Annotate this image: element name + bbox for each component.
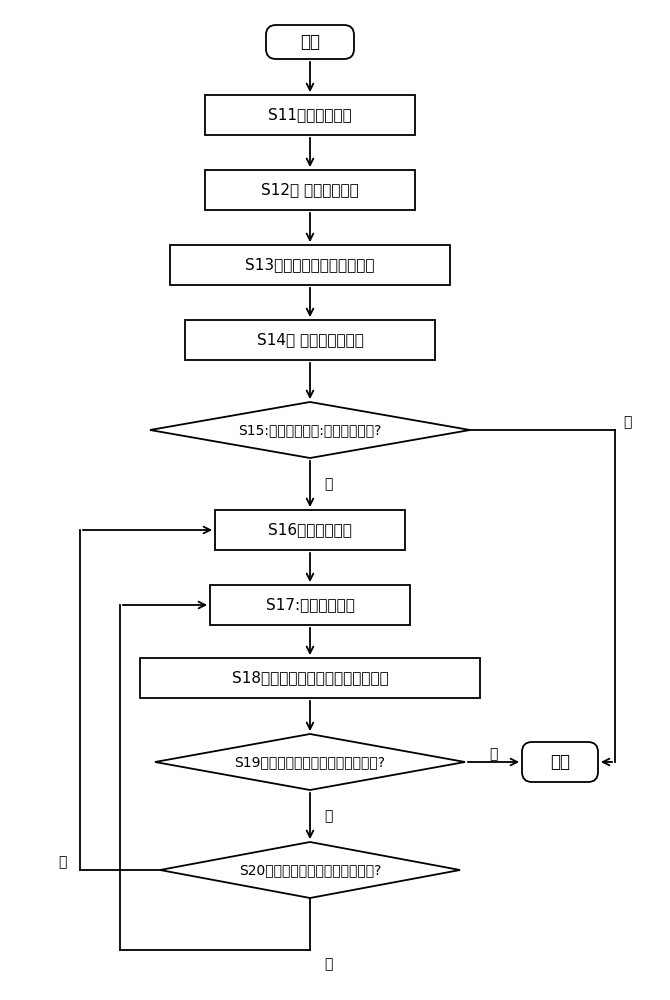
Text: 否: 否 bbox=[324, 809, 332, 823]
Polygon shape bbox=[160, 842, 460, 898]
Text: S12： 施加位移约束: S12： 施加位移约束 bbox=[261, 182, 359, 198]
Text: S14： 初始支反力计算: S14： 初始支反力计算 bbox=[257, 332, 363, 348]
Polygon shape bbox=[155, 734, 465, 790]
Text: S15:初始收敛判断:满足收敛准则?: S15:初始收敛判断:满足收敛准则? bbox=[239, 423, 382, 437]
Text: 是: 是 bbox=[623, 415, 631, 429]
Bar bbox=[170, 245, 450, 285]
Text: 开始: 开始 bbox=[300, 33, 320, 51]
Bar bbox=[215, 510, 405, 550]
FancyBboxPatch shape bbox=[522, 742, 598, 782]
Text: S16：标记当前组: S16：标记当前组 bbox=[268, 522, 352, 538]
Text: S19：迭代收敛判断：满足收敛准则?: S19：迭代收敛判断：满足收敛准则? bbox=[234, 755, 385, 769]
Bar bbox=[185, 320, 435, 360]
Text: 结束: 结束 bbox=[550, 753, 570, 771]
Text: 是: 是 bbox=[324, 957, 332, 971]
Polygon shape bbox=[150, 402, 470, 458]
Bar bbox=[205, 95, 415, 135]
Text: S17:标记当前约束: S17:标记当前约束 bbox=[265, 597, 354, 612]
Bar bbox=[210, 585, 410, 625]
Text: S11：有限元建模: S11：有限元建模 bbox=[268, 107, 352, 122]
Bar bbox=[140, 658, 480, 698]
FancyBboxPatch shape bbox=[266, 25, 354, 59]
Bar bbox=[205, 170, 415, 210]
Text: S13：设定参数值和收敛准则: S13：设定参数值和收敛准则 bbox=[245, 257, 375, 272]
Text: 否: 否 bbox=[58, 855, 66, 869]
Text: 否: 否 bbox=[324, 477, 332, 491]
Text: S20：当前组判断：满足收敛准则?: S20：当前组判断：满足收敛准则? bbox=[239, 863, 381, 877]
Text: S18：按割线迭代法计算当前支反力: S18：按割线迭代法计算当前支反力 bbox=[232, 670, 389, 686]
Text: 是: 是 bbox=[489, 747, 498, 761]
